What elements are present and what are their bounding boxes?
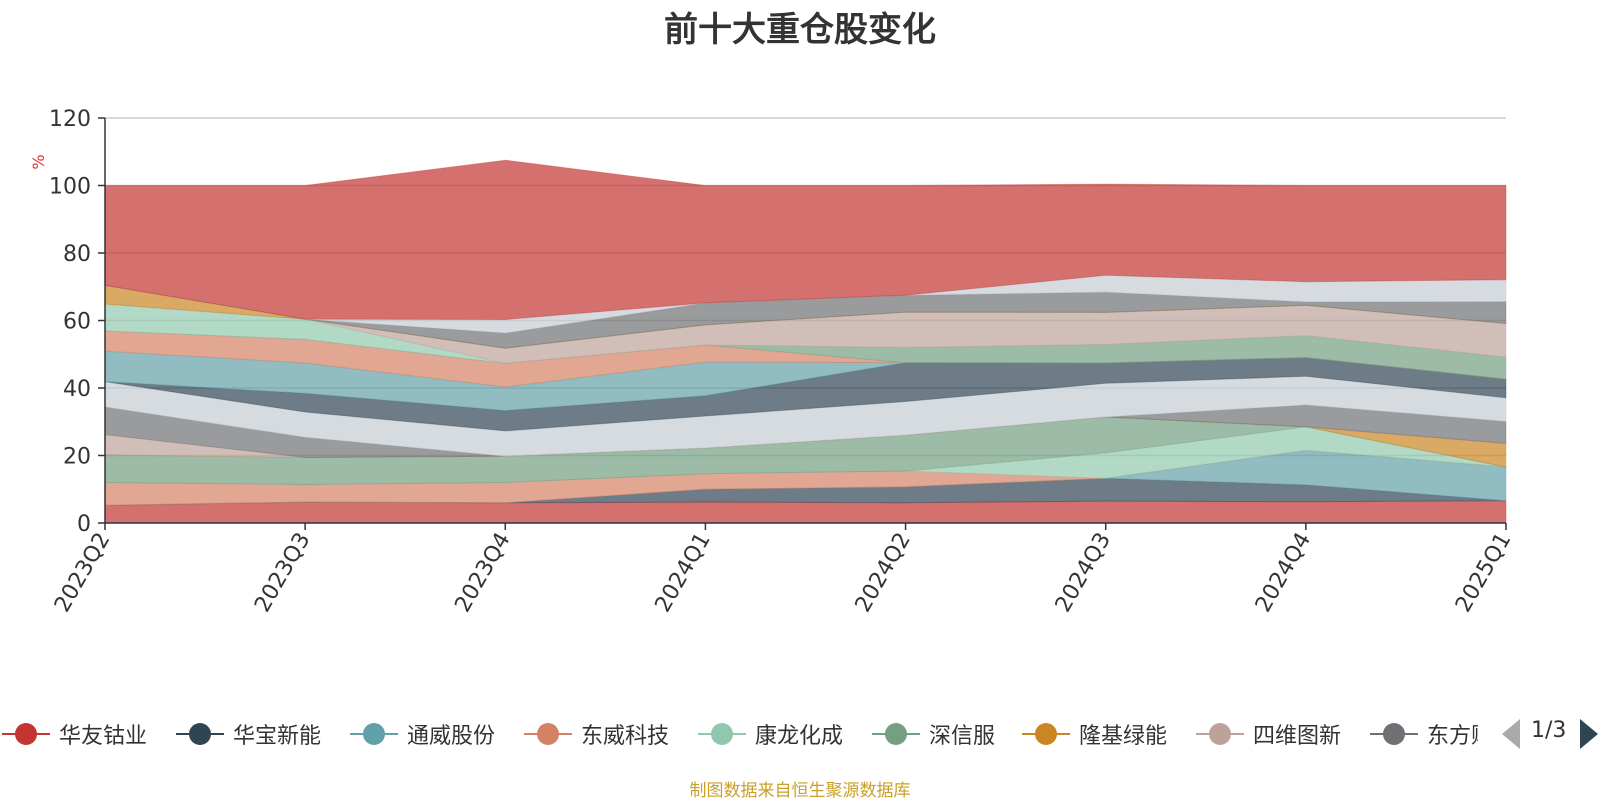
area-series-1: [104, 500, 1507, 524]
legend-marker-icon: [2, 723, 50, 745]
legend-item[interactable]: 深信服: [872, 714, 995, 754]
area-series-18: [104, 284, 1507, 349]
y-tick-label: 80: [63, 242, 91, 267]
legend-item-label: 康龙化成: [755, 724, 844, 749]
legend-marker-icon: [350, 723, 398, 745]
area-series-19: [104, 274, 1507, 334]
y-tick-label: 120: [49, 107, 91, 132]
legend-marker-icon: [1370, 723, 1418, 745]
legend-item-label: 华宝新能: [233, 724, 322, 749]
area-series-20: [104, 159, 1507, 321]
legend-item[interactable]: 华友钴业: [2, 714, 147, 754]
legend-marker-icon: [1022, 723, 1070, 745]
x-tick-label: 2024Q2: [851, 529, 916, 617]
legend: 华友钴业 华宝新能 通威股份 东威科技 康龙化成 深信服 隆基绿能 四维图新 东方财富: [0, 714, 1478, 754]
legend-item-label: 东方财富: [1427, 724, 1478, 749]
legend-item-label: 隆基绿能: [1079, 724, 1168, 749]
legend-marker-icon: [872, 723, 920, 745]
legend-item-label: 四维图新: [1253, 724, 1342, 749]
y-tick-label: 0: [77, 512, 91, 537]
y-tick-label: 40: [63, 377, 91, 402]
legend-item[interactable]: 康龙化成: [698, 714, 843, 754]
legend-item-label: 通威股份: [407, 724, 496, 749]
y-tick-label: 60: [63, 310, 91, 335]
legend-pager: 1/3: [1480, 716, 1600, 752]
legend-item[interactable]: 四维图新: [1196, 714, 1341, 754]
legend-marker-icon: [698, 723, 746, 745]
legend-item-label: 深信服: [929, 724, 996, 749]
x-tick-label: 2025Q1: [1451, 529, 1516, 617]
area-series: [104, 159, 1507, 524]
legend-item[interactable]: 隆基绿能: [1022, 714, 1167, 754]
legend-marker-icon: [1196, 723, 1244, 745]
legend-item[interactable]: 通威股份: [350, 714, 495, 754]
y-tick-label: 100: [49, 175, 91, 200]
x-tick-label: 2023Q2: [50, 529, 115, 617]
pager-prev-arrow-icon[interactable]: [1502, 719, 1520, 749]
x-tick-label: 2024Q4: [1251, 529, 1316, 617]
legend-marker-icon: [176, 723, 224, 745]
legend-item[interactable]: 东威科技: [524, 714, 669, 754]
pager-next-arrow-icon[interactable]: [1580, 719, 1598, 749]
x-tick-label: 2024Q1: [651, 529, 716, 617]
legend-item[interactable]: 东方财富: [1370, 714, 1478, 754]
legend-item-label: 东威科技: [581, 724, 670, 749]
x-tick-label: 2023Q3: [250, 529, 315, 617]
y-axis-label: %: [29, 154, 48, 169]
legend-item-label: 华友钴业: [59, 724, 148, 749]
x-tick-label: 2023Q4: [450, 529, 515, 617]
area-series-10: [104, 375, 1507, 457]
chart-title: 前十大重仓股变化: [664, 10, 936, 50]
legend-marker-icon: [524, 723, 572, 745]
pager-page-indicator: 1/3: [1531, 718, 1567, 743]
source-note: 制图数据来自恒生聚源数据库: [689, 781, 911, 801]
x-tick-label: 2024Q3: [1051, 529, 1116, 617]
y-tick-label: 20: [63, 445, 91, 470]
stacked-area-chart: 0 20 40 60 80 100 120 2023Q2 2023Q3 2023Q4 2024Q1 2…: [29, 107, 1516, 617]
area-series-11: [104, 357, 1507, 432]
legend-item[interactable]: 华宝新能: [176, 714, 321, 754]
